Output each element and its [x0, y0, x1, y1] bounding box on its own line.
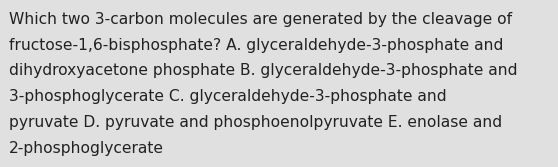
Text: pyruvate D. pyruvate and phosphoenolpyruvate E. enolase and: pyruvate D. pyruvate and phosphoenolpyru…: [9, 115, 502, 130]
Text: Which two 3-carbon molecules are generated by the cleavage of: Which two 3-carbon molecules are generat…: [9, 12, 512, 27]
Text: 3-phosphoglycerate C. glyceraldehyde-3-phosphate and: 3-phosphoglycerate C. glyceraldehyde-3-p…: [9, 89, 446, 104]
Text: fructose-1,6-bisphosphate? A. glyceraldehyde-3-phosphate and: fructose-1,6-bisphosphate? A. glyceralde…: [9, 38, 503, 53]
Text: dihydroxyacetone phosphate B. glyceraldehyde-3-phosphate and: dihydroxyacetone phosphate B. glyceralde…: [9, 63, 517, 78]
Text: 2-phosphoglycerate: 2-phosphoglycerate: [9, 141, 164, 156]
